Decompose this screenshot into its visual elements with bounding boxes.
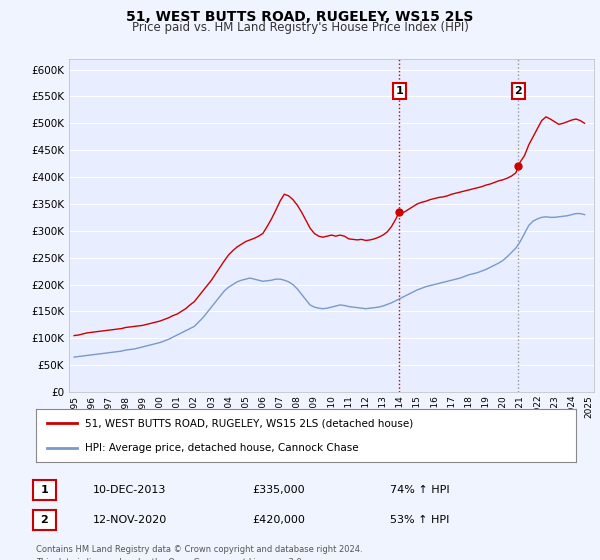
Text: 1: 1 (41, 485, 48, 495)
Text: 12-NOV-2020: 12-NOV-2020 (93, 515, 167, 525)
Text: £335,000: £335,000 (252, 485, 305, 495)
Text: 51, WEST BUTTS ROAD, RUGELEY, WS15 2LS: 51, WEST BUTTS ROAD, RUGELEY, WS15 2LS (127, 10, 473, 24)
Text: 53% ↑ HPI: 53% ↑ HPI (390, 515, 449, 525)
Text: Price paid vs. HM Land Registry's House Price Index (HPI): Price paid vs. HM Land Registry's House … (131, 21, 469, 34)
Text: 74% ↑ HPI: 74% ↑ HPI (390, 485, 449, 495)
Text: 1: 1 (395, 86, 403, 96)
Text: HPI: Average price, detached house, Cannock Chase: HPI: Average price, detached house, Cann… (85, 442, 358, 452)
Text: 10-DEC-2013: 10-DEC-2013 (93, 485, 166, 495)
Text: 51, WEST BUTTS ROAD, RUGELEY, WS15 2LS (detached house): 51, WEST BUTTS ROAD, RUGELEY, WS15 2LS (… (85, 418, 413, 428)
Text: Contains HM Land Registry data © Crown copyright and database right 2024.
This d: Contains HM Land Registry data © Crown c… (36, 545, 362, 560)
Text: 2: 2 (514, 86, 522, 96)
Text: £420,000: £420,000 (252, 515, 305, 525)
Text: 2: 2 (41, 515, 48, 525)
